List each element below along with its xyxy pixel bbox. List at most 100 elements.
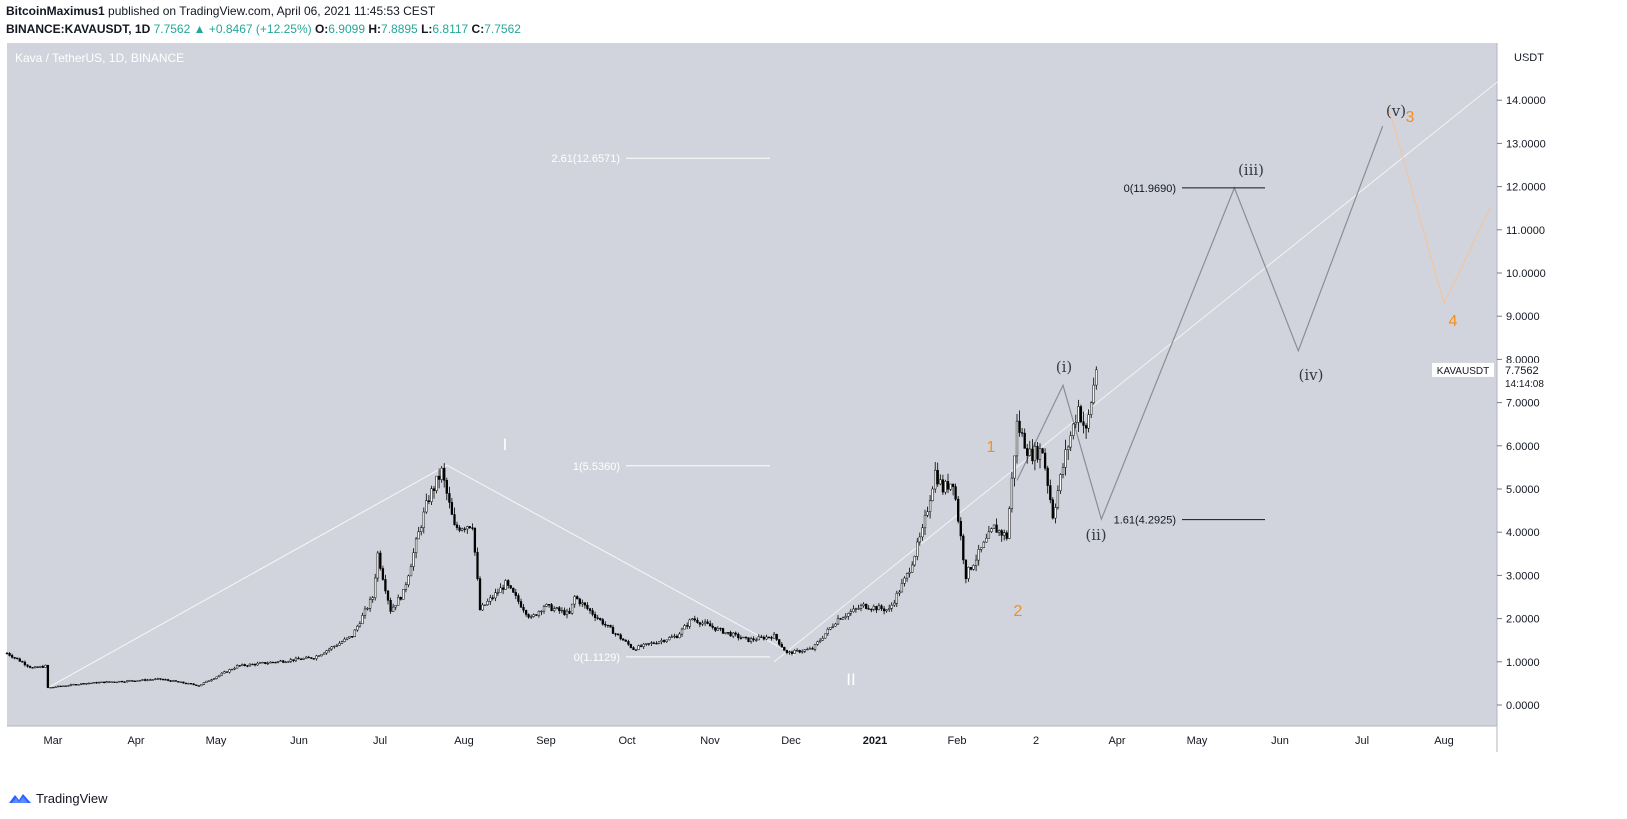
candle-body: [80, 683, 83, 685]
candle-body: [849, 611, 852, 614]
chart-title: Kava / TetherUS, 1D, BINANCE: [15, 51, 184, 65]
candle-body: [33, 666, 37, 669]
candle-body: [328, 648, 331, 651]
candle-body: [755, 639, 758, 641]
candle-body: [10, 655, 14, 658]
candle-body: [241, 664, 244, 666]
candle-body: [780, 644, 783, 648]
candle-body: [238, 665, 241, 667]
candle-body: [696, 619, 699, 623]
candle-body: [13, 657, 16, 659]
candle-body: [450, 502, 454, 515]
candle-body: [657, 641, 661, 644]
candle-body: [701, 622, 704, 625]
candle-body: [501, 587, 505, 590]
candle-body: [550, 604, 553, 611]
candle-body: [1067, 446, 1070, 450]
candle-body: [632, 647, 635, 650]
candle-body: [555, 607, 558, 609]
candle-body: [668, 637, 671, 641]
price-axis[interactable]: 0.0000 1.0000 2.0000 3.0000 4.0000 5.0000 6.00…: [1497, 95, 1546, 712]
candle-body: [923, 515, 927, 529]
candle-body: [588, 608, 592, 611]
candle-body: [808, 648, 812, 650]
publish-info: BitcoinMaximus1 published on TradingView…: [6, 4, 435, 18]
candle-body: [138, 680, 142, 682]
candle-body: [146, 679, 149, 681]
candle-body: [310, 657, 313, 659]
wave-label: 1: [987, 439, 996, 456]
wave-label: (iii): [1238, 161, 1264, 179]
candle-body: [785, 650, 789, 653]
candle-body: [282, 660, 285, 663]
candle-body: [200, 684, 203, 687]
candle-body: [391, 606, 395, 612]
fib-levels: 2.61(12.6571) 1(5.5360) 0(1.1129) 0(11.9690…: [552, 153, 1265, 664]
candle-body: [824, 633, 827, 639]
candle-body: [374, 577, 377, 598]
candle-body: [680, 628, 684, 635]
candle-body: [1054, 507, 1057, 519]
candle-body: [218, 674, 221, 677]
wave-label: 2: [1014, 603, 1023, 620]
candle-body: [407, 575, 410, 586]
tradingview-footer[interactable]: TradingView: [8, 790, 108, 806]
candle-body: [890, 604, 893, 609]
candle-body: [903, 577, 906, 584]
candle-body: [100, 681, 103, 683]
candle-body: [189, 683, 193, 685]
candle-body: [67, 685, 70, 687]
candle-body: [744, 636, 748, 639]
candle-body: [1049, 485, 1052, 501]
candle-body: [703, 621, 707, 624]
fib-label: 0(11.9690): [1124, 183, 1176, 195]
plot-area[interactable]: [7, 43, 1497, 726]
candle-body: [161, 678, 165, 681]
candle-body: [1069, 435, 1072, 448]
candle-body: [729, 632, 732, 637]
candle-body: [852, 608, 855, 612]
candle-body: [714, 627, 717, 631]
candle-body: [647, 643, 650, 645]
wave-label: (ii): [1085, 526, 1106, 544]
candle-body: [734, 632, 737, 635]
candle-body: [826, 628, 829, 635]
candle-body: [371, 597, 374, 600]
candle-body: [207, 680, 211, 682]
candle-body: [299, 658, 303, 661]
candle-body: [489, 597, 492, 602]
last-price-marker: KAVAUSDT 7.7562 14:14:08: [1432, 362, 1556, 391]
candle-body: [1061, 467, 1065, 475]
candle-body: [749, 638, 753, 642]
candle-body: [739, 637, 743, 639]
candle-body: [527, 614, 530, 618]
publisher-name[interactable]: BitcoinMaximus1: [6, 4, 105, 18]
candle-body: [56, 685, 60, 688]
candle-body: [691, 618, 694, 621]
candle-body: [775, 633, 778, 640]
candle-body: [235, 665, 239, 669]
candle-body: [348, 636, 351, 639]
x-tick-label: Sep: [536, 735, 556, 747]
candle-body: [210, 679, 213, 682]
x-tick-label: Oct: [618, 735, 635, 747]
candle-body: [1082, 421, 1085, 426]
candle-body: [128, 680, 131, 682]
wave-label: I: [503, 435, 508, 454]
candle-body: [895, 592, 898, 604]
candle-body: [1026, 448, 1029, 456]
candle-body: [926, 511, 929, 516]
candle-body: [182, 681, 185, 684]
candle-body: [289, 659, 292, 662]
x-tick-label: Aug: [1434, 735, 1454, 747]
time-axis[interactable]: Mar Apr May Jun Jul Aug Sep Oct Nov Dec 2021 Feb 2 Ap…: [44, 735, 1454, 747]
candle-body: [619, 634, 622, 640]
candle-body: [381, 568, 385, 580]
high-label: H:: [368, 22, 382, 36]
candle-body: [363, 608, 367, 616]
candle-body: [560, 609, 564, 612]
candle-body: [522, 606, 525, 611]
candle-body: [568, 610, 571, 614]
candle-body: [26, 664, 29, 667]
